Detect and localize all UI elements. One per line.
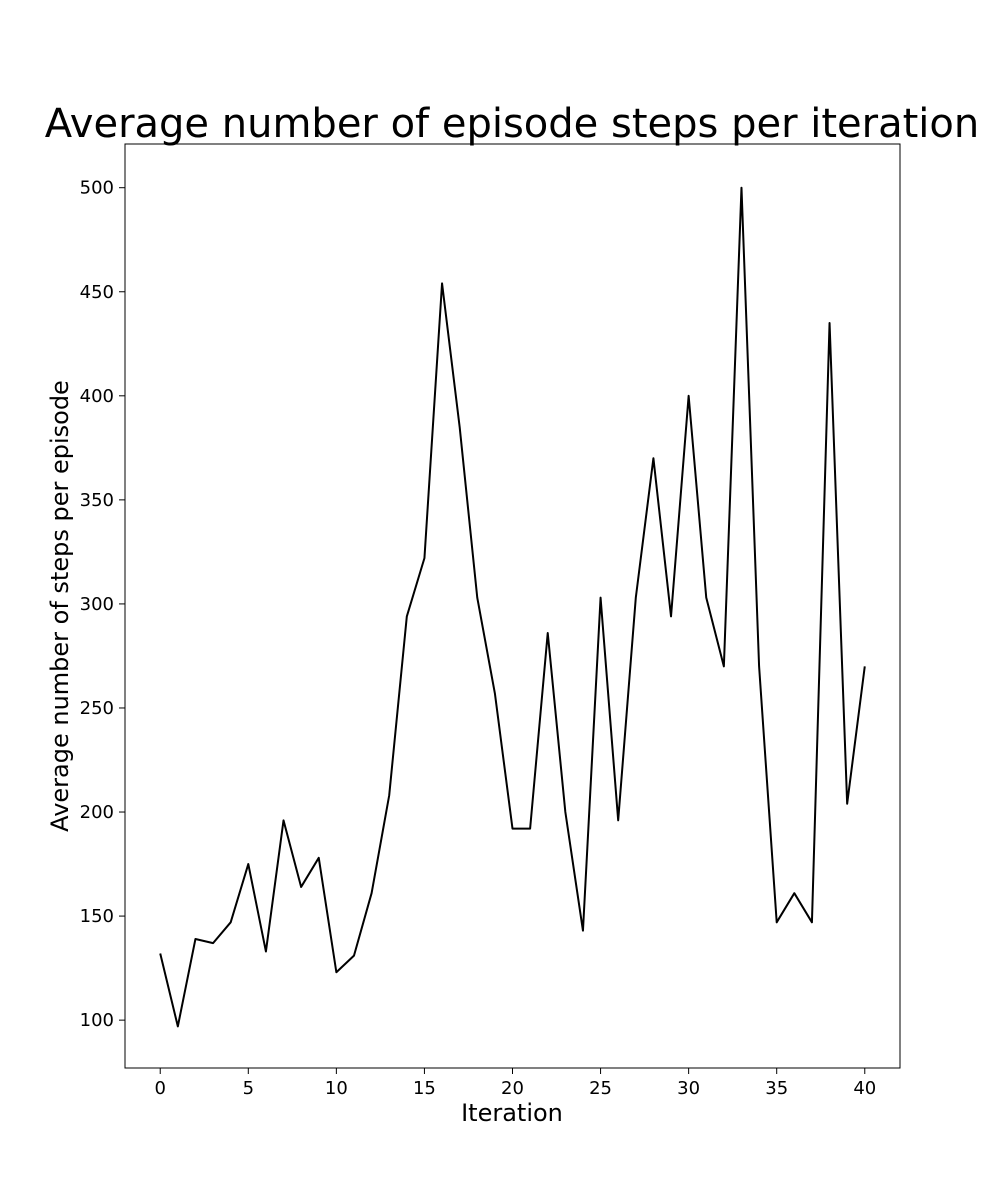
plot-area <box>124 143 901 1069</box>
x-tick-label: 5 <box>243 1078 254 1099</box>
y-tick-label: 450 <box>80 282 114 303</box>
x-tick-label: 0 <box>155 1078 166 1099</box>
x-axis-label: Iteration <box>461 1099 563 1127</box>
y-tick-label: 200 <box>80 802 114 823</box>
y-axis: 100 150 200 250 300 350 400 450 500 <box>80 178 125 1031</box>
x-axis: 0 5 10 15 20 25 30 35 40 <box>155 1068 876 1099</box>
y-tick-label: 400 <box>80 386 114 407</box>
y-tick-label: 500 <box>80 178 114 199</box>
y-axis-label: Average number of steps per episode <box>46 380 74 832</box>
y-tick-label: 250 <box>80 698 114 719</box>
x-tick-label: 25 <box>589 1078 612 1099</box>
y-tick-label: 350 <box>80 490 114 511</box>
y-tick-label: 100 <box>80 1010 114 1031</box>
y-tick-label: 300 <box>80 594 114 615</box>
x-tick-label: 30 <box>677 1078 700 1099</box>
x-tick-label: 35 <box>765 1078 788 1099</box>
series-line <box>159 186 866 1028</box>
y-tick-label: 150 <box>80 906 114 927</box>
x-tick-label: 40 <box>853 1078 876 1099</box>
x-tick-label: 10 <box>325 1078 348 1099</box>
x-tick-label: 20 <box>501 1078 524 1099</box>
chart-title: Average number of episode steps per iter… <box>45 101 979 147</box>
x-tick-label: 15 <box>413 1078 436 1099</box>
